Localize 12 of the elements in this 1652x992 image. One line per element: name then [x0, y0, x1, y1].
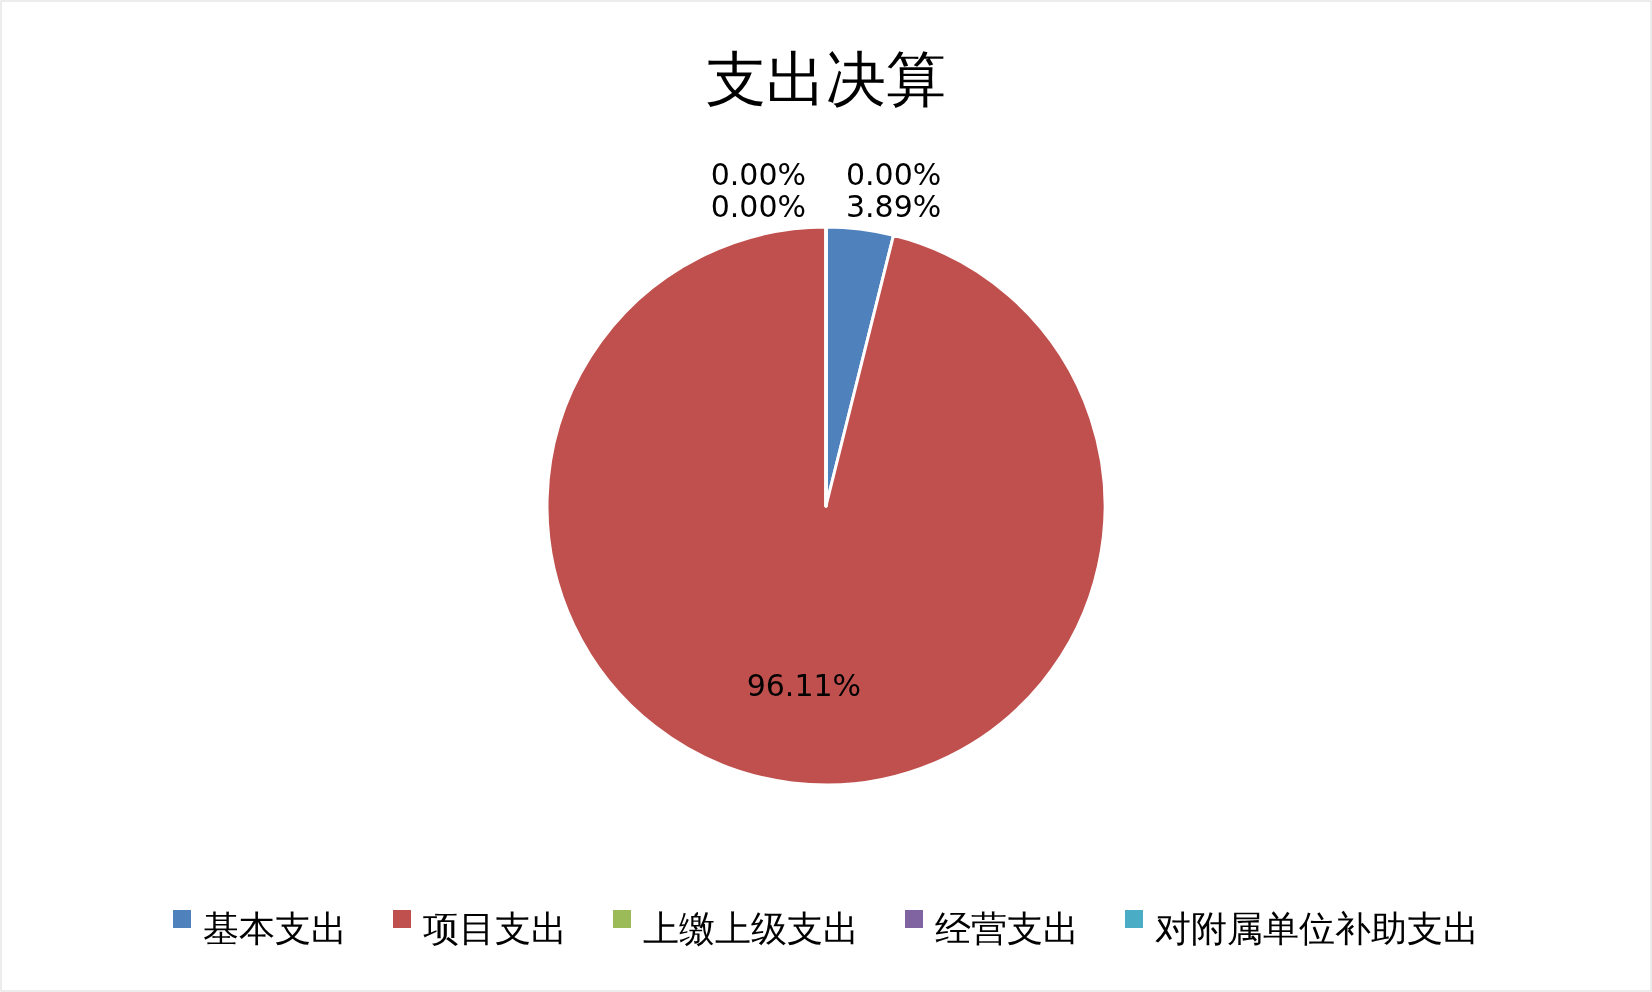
- legend-label: 对附属单位补助支出: [1155, 908, 1479, 949]
- text: 0.00%: [710, 189, 806, 224]
- pie-slice: [545, 225, 1107, 787]
- text: 0.00%: [846, 157, 942, 192]
- legend-label: 上缴上级支出: [643, 908, 859, 949]
- text: 0.00%: [710, 157, 806, 192]
- data-label: 3.89%: [846, 189, 942, 224]
- chart-title: 支出决算: [706, 44, 946, 114]
- legend-label: 基本支出: [203, 908, 347, 949]
- legend-label: 项目支出: [423, 908, 567, 949]
- data-label: 96.11%: [746, 668, 862, 703]
- legend-label: 经营支出: [935, 908, 1079, 949]
